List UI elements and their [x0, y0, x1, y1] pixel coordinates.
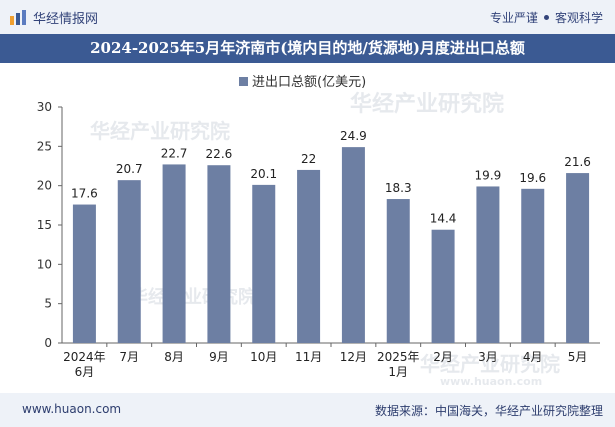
footer-bar: www.huaon.com 数据来源：中国海关，华经产业研究院整理 — [0, 393, 615, 427]
x-tick-label: 12月 — [340, 350, 367, 364]
footer-url: www.huaon.com — [22, 402, 122, 416]
x-tick-label: 2024年 — [63, 350, 106, 364]
x-tick-label: 10月 — [250, 350, 277, 364]
watermark-url: www.huaon.com — [440, 375, 542, 388]
bars — [72, 147, 590, 343]
bar — [521, 188, 545, 343]
tagline-right: 客观科学 — [554, 11, 603, 25]
watermarks: 华经产业研究院华经产业研究院华经产业研究院华经产业研究院www.huaon.co… — [90, 91, 560, 388]
bar — [566, 173, 590, 343]
bar — [72, 204, 96, 343]
bar — [162, 164, 186, 343]
bar — [297, 169, 321, 343]
legend-label: 进出口总额(亿美元) — [252, 75, 366, 90]
header-bar: 华经情报网 专业严谨 客观科学 — [0, 0, 615, 34]
x-tick-label: 11月 — [295, 350, 322, 364]
legend-swatch — [239, 77, 248, 86]
watermark-text: 华经产业研究院 — [420, 352, 560, 376]
x-tick-label: 2月 — [433, 350, 453, 364]
y-tick-label: 20 — [37, 179, 52, 193]
bar-value-label: 21.6 — [564, 155, 591, 169]
watermark-text: 华经产业研究院 — [90, 119, 230, 143]
y-tick-label: 15 — [37, 218, 52, 232]
y-tick-label: 30 — [37, 100, 52, 114]
bar-value-label: 19.6 — [519, 171, 546, 185]
bar — [207, 165, 231, 343]
x-tick-label: 3月 — [478, 350, 498, 364]
x-tick-label: 8月 — [164, 350, 184, 364]
bar-value-label: 20.1 — [250, 167, 277, 181]
bar — [476, 186, 500, 343]
bar-value-label: 17.6 — [71, 187, 98, 201]
tagline-dot-icon — [543, 15, 549, 20]
bar — [117, 180, 141, 343]
y-tick-label: 0 — [44, 336, 52, 350]
tagline: 专业严谨 客观科学 — [490, 9, 603, 26]
x-tick-label: 2025年 — [377, 350, 420, 364]
brand-name: 华经情报网 — [33, 12, 99, 27]
chart-area: 华经产业研究院 华经产业研究院 华经产业研究院 华经产业研究院 www.huaon.co… — [0, 63, 615, 393]
y-tick-labels: 0 5 10 15 20 25 30 — [37, 100, 62, 350]
y-tick-label: 10 — [37, 257, 52, 271]
bar-value-label: 22 — [301, 152, 316, 166]
bar-value-label: 19.9 — [475, 168, 502, 182]
bar-chart: 华经产业研究院华经产业研究院华经产业研究院华经产业研究院www.huaon.co… — [37, 75, 600, 388]
bar-value-label: 22.6 — [206, 147, 233, 161]
bar-value-label: 20.7 — [116, 162, 143, 176]
x-tick-label: 6月 — [75, 365, 95, 379]
bar — [341, 147, 365, 343]
bar-value-label: 14.4 — [430, 212, 457, 226]
x-tick-label: 5月 — [568, 350, 588, 364]
watermark-text: 华经产业研究院 — [350, 91, 504, 117]
bar-value-label: 24.9 — [340, 129, 367, 143]
tagline-left: 专业严谨 — [489, 11, 538, 25]
y-tick-label: 5 — [44, 297, 52, 311]
x-tick-label: 7月 — [119, 350, 139, 364]
watermark-text: 华经产业研究院 — [130, 286, 256, 308]
footer-source: 数据来源：中国海关，华经产业研究院整理 — [374, 404, 603, 418]
legend: 进出口总额(亿美元) — [239, 75, 366, 90]
x-tick-label: 4月 — [523, 350, 543, 364]
bar — [386, 199, 410, 343]
y-tick-label: 25 — [37, 139, 52, 153]
logo-icon — [10, 9, 26, 25]
x-tick-label: 1月 — [388, 365, 408, 379]
chart-title: 2024-2025年5月年济南市(境内目的地/货源地)月度进出口总额 — [0, 34, 615, 63]
x-tick-label: 9月 — [209, 350, 229, 364]
value-labels: 17.6 20.7 22.7 22.6 20.1 22 24.9 18.3 14.4 19.9 19… — [71, 129, 591, 226]
bar — [252, 184, 276, 343]
bar — [431, 229, 455, 343]
bar-value-label: 18.3 — [385, 181, 412, 195]
brand: 华经情报网 — [9, 8, 98, 27]
bar-value-label: 22.7 — [161, 146, 188, 160]
